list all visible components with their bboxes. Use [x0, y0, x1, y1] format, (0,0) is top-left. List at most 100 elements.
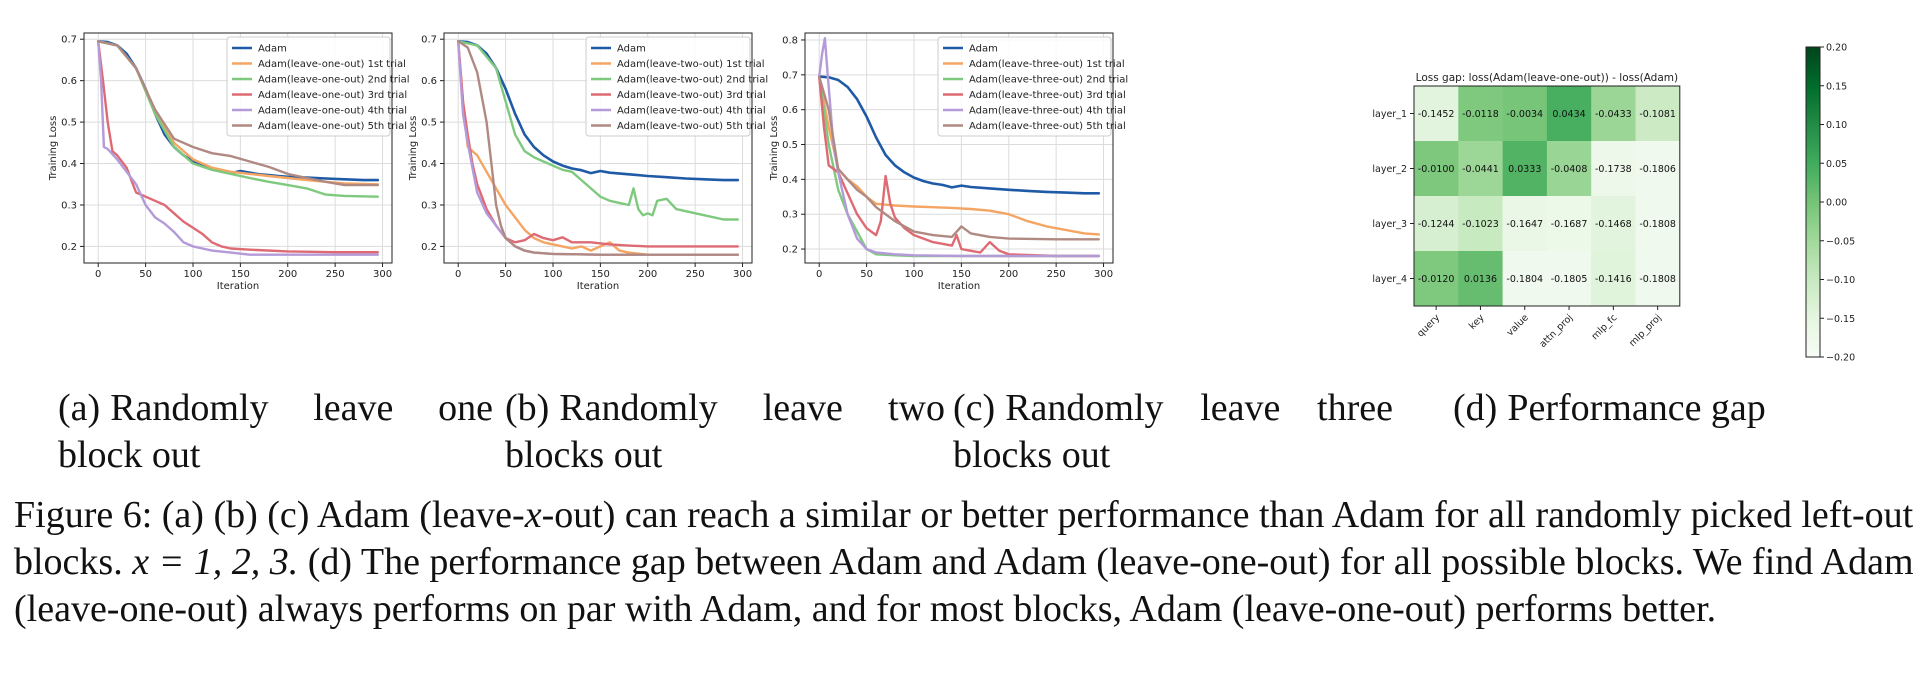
- y-axis-label: Training Loss: [769, 116, 780, 182]
- heatmap-cell: [1546, 251, 1592, 307]
- y-tick-label: 0.5: [782, 140, 798, 151]
- heatmap-cell-label: -0.0441: [1462, 164, 1499, 175]
- colorbar-tick-label: 0.00: [1826, 198, 1847, 209]
- legend-label: Adam(leave-two-out) 4th trial: [617, 106, 766, 117]
- caption-math-x: x: [524, 494, 542, 536]
- caption-label: Figure 6:: [14, 494, 153, 536]
- colorbar: [1805, 46, 1821, 358]
- heatmap-cell: [1635, 141, 1681, 197]
- heatmap-cell: [1502, 196, 1548, 252]
- subcaption-text: Performance gap: [1507, 387, 1766, 429]
- series-line-4: [97, 40, 379, 254]
- y-tick-label: 0.4: [421, 159, 437, 170]
- legend-label: Adam(leave-three-out) 5th trial: [969, 121, 1126, 132]
- subcaption-a: (a) Randomly leave one block out: [58, 385, 493, 479]
- heatmap-cell-label: -0.1244: [1418, 219, 1455, 230]
- col-label: attn_proj: [1538, 312, 1576, 350]
- legend-label: Adam(leave-two-out) 5th trial: [617, 121, 766, 132]
- heatmap-cell-label: -0.1468: [1595, 219, 1632, 230]
- x-tick-label: 150: [952, 269, 971, 280]
- caption-part1: (a) (b) (c) Adam (leave-: [161, 494, 525, 536]
- heatmap-cell-label: -0.1452: [1418, 109, 1455, 120]
- heatmap-cell: [1414, 251, 1459, 307]
- row-label: layer_2: [1372, 164, 1407, 175]
- heatmap-cell-label: -0.1808: [1639, 219, 1676, 230]
- heatmap-cell-label: -0.1416: [1595, 274, 1632, 285]
- heatmap-d: Loss gap: loss(Adam(leave-one-out)) - lo…: [1372, 43, 1855, 364]
- col-label: mlp_proj: [1627, 312, 1664, 349]
- legend-label: Adam: [258, 44, 287, 55]
- legend-label: Adam(leave-one-out) 5th trial: [258, 121, 407, 132]
- x-tick-label: 250: [686, 269, 705, 280]
- legend-label: Adam(leave-one-out) 1st trial: [258, 59, 406, 70]
- x-tick-label: 50: [860, 269, 873, 280]
- heatmap-cell: [1458, 86, 1503, 142]
- heatmap-cell-label: -0.1806: [1639, 164, 1676, 175]
- y-tick-label: 0.7: [782, 70, 798, 81]
- x-tick-label: 150: [231, 269, 250, 280]
- heatmap-cell-label: 0.0333: [1508, 164, 1541, 175]
- legend-box: [585, 36, 751, 137]
- y-axis-label: Training Loss: [48, 116, 59, 182]
- series-line-6: [457, 40, 739, 256]
- x-tick-label: 300: [733, 269, 752, 280]
- legend-label: Adam(leave-one-out) 2nd trial: [258, 75, 410, 86]
- y-tick-label: 0.5: [61, 118, 77, 129]
- x-tick-label: 0: [455, 269, 461, 280]
- heatmap-cell-label: -0.1808: [1639, 274, 1676, 285]
- heatmap-cell: [1414, 196, 1459, 252]
- y-tick-label: 0.6: [61, 76, 77, 87]
- y-tick-label: 0.7: [421, 35, 437, 46]
- y-tick-label: 0.2: [61, 242, 77, 253]
- subcaption-label: (c): [953, 387, 996, 429]
- subcaption-d: (d) Performance gap: [1453, 385, 1913, 432]
- x-tick-label: 100: [543, 269, 562, 280]
- x-tick-label: 200: [999, 269, 1018, 280]
- row-label: layer_3: [1372, 219, 1407, 230]
- colorbar-tick-label: 0.05: [1826, 159, 1847, 170]
- colorbar-tick-label: 0.10: [1826, 120, 1847, 131]
- col-label: key: [1467, 312, 1487, 332]
- legend-label: Adam(leave-two-out) 1st trial: [617, 59, 765, 70]
- x-tick-label: 100: [904, 269, 923, 280]
- y-tick-label: 0.6: [421, 76, 437, 87]
- row-label: layer_1: [1372, 109, 1407, 120]
- heatmap-cell-label: -0.1081: [1639, 109, 1676, 120]
- heatmap-cell-label: -0.1647: [1506, 219, 1543, 230]
- col-label: mlp_fc: [1590, 312, 1620, 342]
- heatmap-cell-label: -0.0120: [1418, 274, 1455, 285]
- heatmap-cell-label: 0.0136: [1464, 274, 1497, 285]
- heatmap-cell-label: -0.0408: [1551, 164, 1588, 175]
- legend-label: Adam: [969, 44, 998, 55]
- heatmap-cell: [1458, 196, 1503, 252]
- line-chart-b: 0 50 100 150 200 250 300 0.2 0.3 0.4 0.5 0.6 0.7 Iter…: [408, 32, 768, 292]
- x-tick-label: 50: [499, 269, 512, 280]
- legend-label: Adam(leave-two-out) 2nd trial: [617, 75, 768, 86]
- heatmap-cell-label: -0.0118: [1462, 109, 1499, 120]
- plot-frame: [443, 32, 753, 264]
- heatmap-cell: [1591, 251, 1636, 307]
- heatmap-cell-label: -0.1687: [1551, 219, 1588, 230]
- legend-box: [226, 36, 391, 137]
- y-tick-label: 0.8: [782, 35, 798, 46]
- heatmap-cell: [1546, 141, 1592, 197]
- heatmap-cell: [1546, 196, 1592, 252]
- colorbar-tick-label: −0.20: [1826, 353, 1855, 364]
- legend-label: Adam: [617, 44, 646, 55]
- subcaption-label: (b): [505, 387, 550, 429]
- heatmap-cell: [1502, 86, 1548, 142]
- x-axis-label: Iteration: [217, 281, 259, 292]
- subcaption-text: Randomly leave three blocks out: [953, 387, 1393, 476]
- subcaption-text: Randomly leave two blocks out: [505, 387, 945, 476]
- plot-frame: [83, 32, 393, 264]
- heatmap-cell-label: 0.0434: [1552, 109, 1585, 120]
- x-tick-label: 300: [373, 269, 392, 280]
- legend-box: [937, 36, 1112, 137]
- legend: Adam Adam(leave-three-out) 1st trial Adam(…: [937, 36, 1128, 137]
- figure-caption: Figure 6: (a) (b) (c) Adam (leave-x-out)…: [14, 492, 1919, 633]
- series-line-6: [818, 75, 1100, 241]
- y-tick-label: 0.4: [61, 159, 77, 170]
- heatmap-cell: [1458, 251, 1503, 307]
- x-axis-label: Iteration: [577, 281, 619, 292]
